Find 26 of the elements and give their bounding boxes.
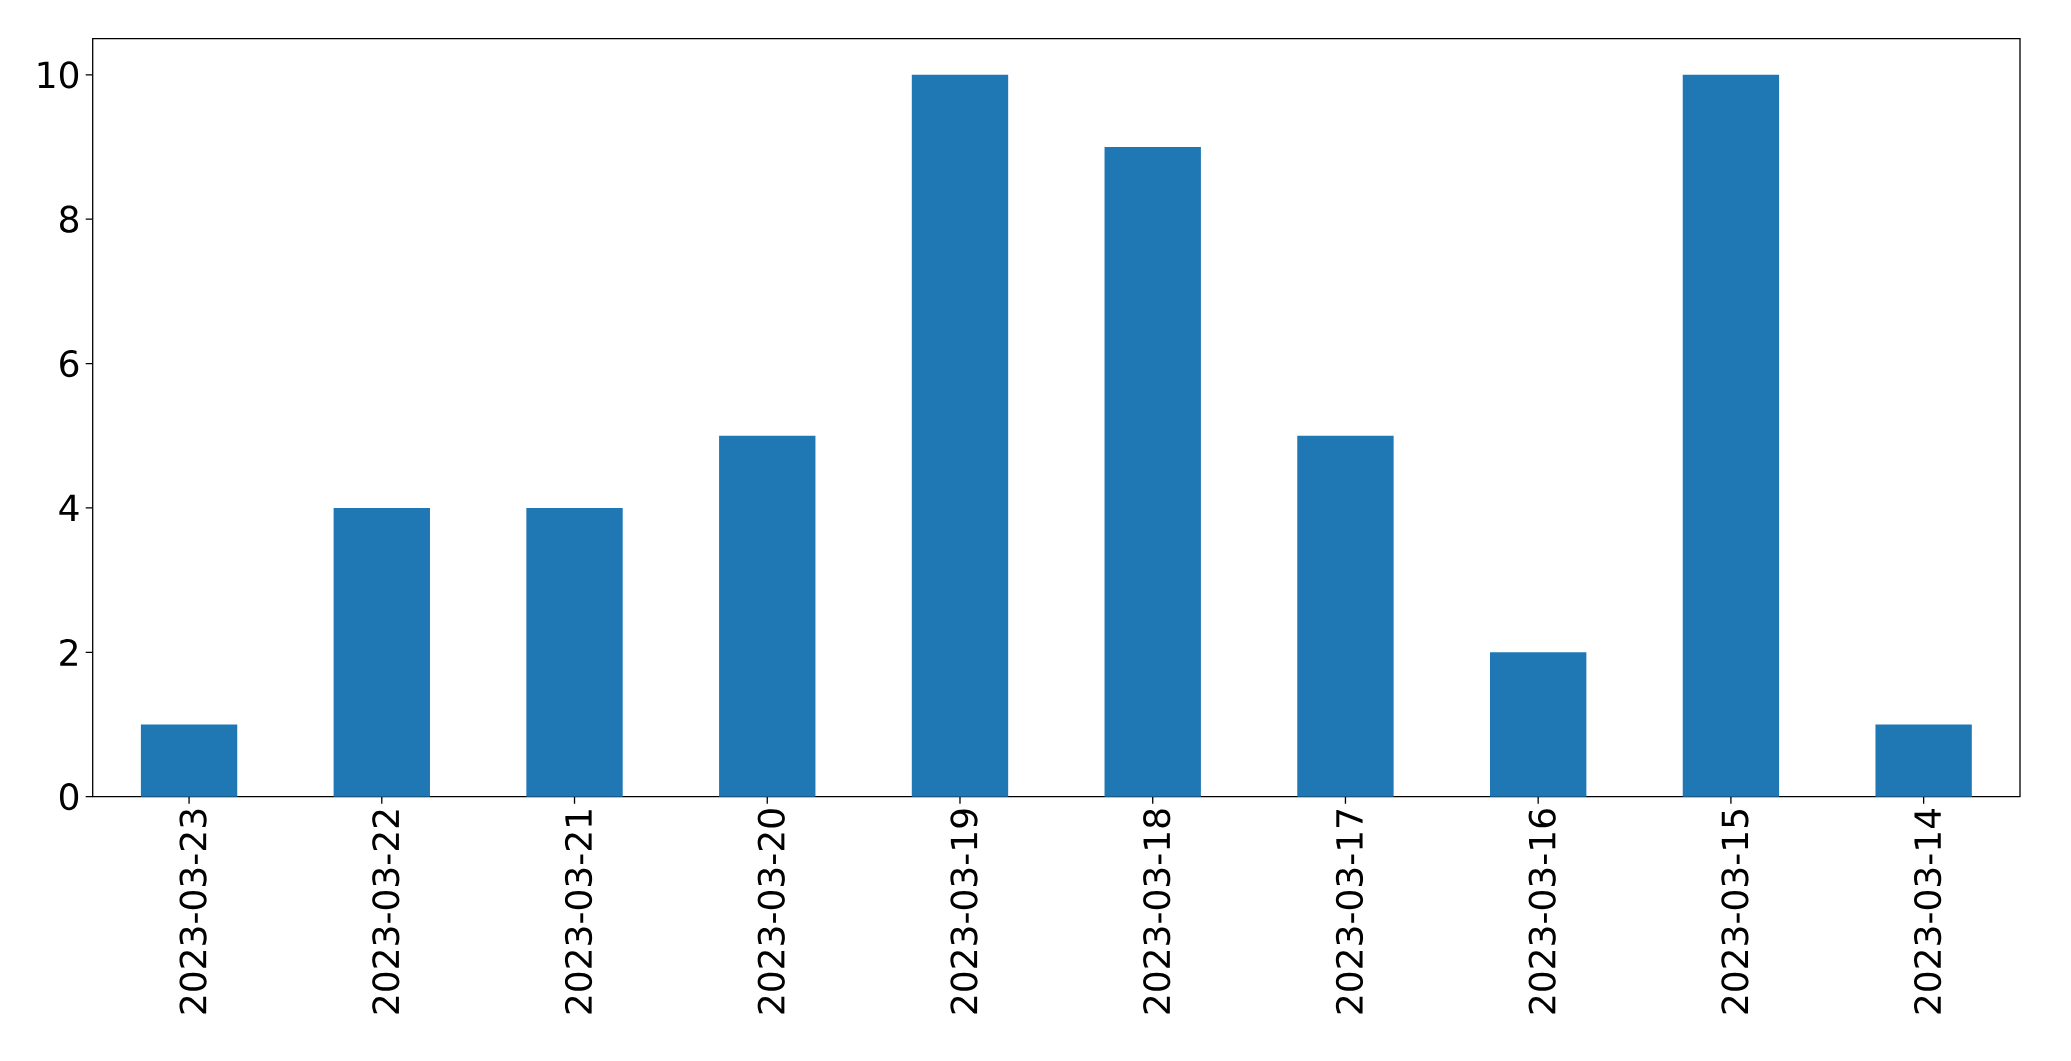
bar <box>911 74 1009 797</box>
x-tick-label: 2023-03-20 <box>757 809 785 1014</box>
y-tick-label: 8 <box>60 205 79 233</box>
y-tick-label: 0 <box>59 783 79 811</box>
x-tick-label: 2023-03-17 <box>1335 810 1364 1014</box>
x-tick-label: 2023-03-16 <box>1528 809 1556 1014</box>
y-tick-label: 6 <box>60 349 79 378</box>
y-tick-label: 2 <box>60 638 77 666</box>
x-tick-label: 2023-03-23 <box>179 809 207 1014</box>
bar <box>1875 724 1972 797</box>
x-tick-label: 2023-03-21 <box>564 810 593 1014</box>
y-tick-label: 4 <box>59 494 79 522</box>
x-tick-label: 2023-03-14 <box>1914 808 1942 1014</box>
bar <box>1682 74 1780 797</box>
y-tick-label: 10 <box>38 61 79 89</box>
bar <box>333 507 430 797</box>
bar <box>719 435 816 797</box>
bar <box>526 507 623 797</box>
x-tick-label: 2023-03-19 <box>950 809 978 1014</box>
bar <box>1297 435 1394 797</box>
bar <box>1490 652 1587 797</box>
x-tick-label: 2023-03-18 <box>1143 809 1171 1014</box>
x-tick-label: 2023-03-15 <box>1721 810 1749 1014</box>
bar <box>140 724 238 797</box>
bar <box>1104 146 1201 797</box>
x-tick-label: 2023-03-22 <box>372 810 400 1014</box>
